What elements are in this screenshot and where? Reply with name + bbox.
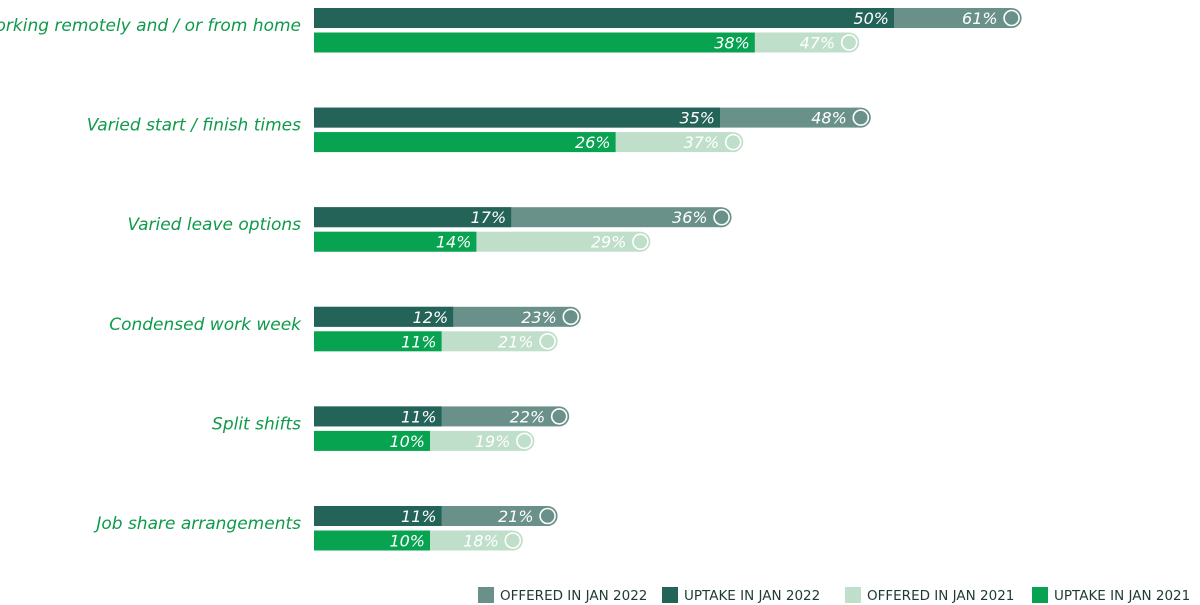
value-label-uptake-2021-working-remotely-and-or-from-home: 38% <box>714 34 750 53</box>
value-label-uptake-2021-split-shifts: 10% <box>389 432 425 451</box>
value-label-offered-2022-varied-leave-options: 36% <box>672 208 708 227</box>
value-label-offered-2021-job-share-arrangements: 18% <box>463 532 499 551</box>
bar-uptake-2022-varied-start-finish-times <box>314 107 720 128</box>
category-label-job-share-arrangements: Job share arrangements <box>93 514 301 534</box>
category-label-varied-leave-options: Varied leave options <box>128 215 302 235</box>
value-label-offered-2022-condensed-work-week: 23% <box>521 308 557 327</box>
end-marker-2021-varied-start-finish-times <box>724 133 742 151</box>
bar-uptake-2021-condensed-work-week <box>314 331 442 352</box>
bar-uptake-2021-varied-start-finish-times <box>314 132 616 153</box>
legend-label-uptake-in-jan-2021: UPTAKE IN JAN 2021 <box>1054 588 1190 604</box>
value-label-uptake-2021-condensed-work-week: 11% <box>401 332 437 351</box>
category-label-split-shifts: Split shifts <box>212 414 301 434</box>
value-label-offered-2021-condensed-work-week: 21% <box>498 332 534 351</box>
end-marker-2021-condensed-work-week <box>539 332 556 350</box>
value-label-uptake-2021-job-share-arrangements: 10% <box>389 532 425 551</box>
bar-uptake-2021-job-share-arrangements <box>314 530 430 551</box>
legend-label-offered-in-jan-2021: OFFERED IN JAN 2021 <box>867 588 1014 604</box>
legend-label-uptake-in-jan-2022: UPTAKE IN JAN 2022 <box>684 588 820 604</box>
bar-uptake-2022-varied-leave-options <box>314 207 512 228</box>
labels-group: 50% 61% 38% 47% Working remotely and / or fr… <box>0 9 998 551</box>
end-marker-2022-varied-leave-options <box>713 208 730 226</box>
end-marker-2022-split-shifts <box>550 408 568 425</box>
bars-group <box>314 8 1022 551</box>
bar-uptake-2022-condensed-work-week <box>314 306 454 327</box>
value-label-offered-2021-varied-start-finish-times: 37% <box>684 133 720 152</box>
value-label-uptake-2022-varied-start-finish-times: 35% <box>679 109 715 128</box>
value-label-uptake-2022-varied-leave-options: 17% <box>471 208 507 227</box>
end-marker-2021-job-share-arrangements <box>504 532 522 549</box>
legend-swatch-uptake-in-jan-2021 <box>1032 587 1048 603</box>
value-label-offered-2021-working-remotely-and-or-from-home: 47% <box>800 34 836 53</box>
end-marker-2022-varied-start-finish-times <box>852 109 870 126</box>
category-label-varied-start-finish-times: Varied start / finish times <box>87 116 301 136</box>
end-marker-2022-condensed-work-week <box>562 308 580 326</box>
value-label-offered-2022-varied-start-finish-times: 48% <box>811 109 847 128</box>
bar-uptake-2022-working-remotely-and-or-from-home <box>314 8 894 28</box>
bar-uptake-2021-working-remotely-and-or-from-home <box>314 32 755 53</box>
legend-swatch-uptake-in-jan-2022 <box>662 587 678 603</box>
category-label-working-remotely-and-or-from-home: Working remotely and / or from home <box>0 16 301 36</box>
value-label-uptake-2021-varied-start-finish-times: 26% <box>575 133 611 152</box>
bar-uptake-2021-split-shifts <box>314 430 430 451</box>
value-label-uptake-2022-condensed-work-week: 12% <box>413 308 449 327</box>
end-marker-2022-working-remotely-and-or-from-home <box>1003 9 1020 27</box>
value-label-uptake-2022-job-share-arrangements: 11% <box>401 507 437 526</box>
bar-uptake-2022-split-shifts <box>314 406 442 427</box>
end-marker-2021-varied-leave-options <box>632 233 649 250</box>
value-label-offered-2022-job-share-arrangements: 21% <box>498 507 534 526</box>
value-label-offered-2022-split-shifts: 22% <box>510 407 546 426</box>
value-label-uptake-2022-working-remotely-and-or-from-home: 50% <box>853 9 889 28</box>
value-label-uptake-2022-split-shifts: 11% <box>401 407 437 426</box>
legend: OFFERED IN JAN 2022 UPTAKE IN JAN 2022 OFF… <box>478 587 1190 604</box>
value-label-offered-2021-split-shifts: 19% <box>475 432 511 451</box>
legend-label-offered-in-jan-2022: OFFERED IN JAN 2022 <box>500 588 647 604</box>
bar-uptake-2022-job-share-arrangements <box>314 506 442 526</box>
legend-swatch-offered-in-jan-2022 <box>478 587 494 603</box>
end-marker-2021-split-shifts <box>516 432 533 450</box>
legend-swatch-offered-in-jan-2021 <box>845 587 861 603</box>
bar-uptake-2021-varied-leave-options <box>314 231 477 252</box>
category-label-condensed-work-week: Condensed work week <box>109 315 302 335</box>
value-label-offered-2022-working-remotely-and-or-from-home: 61% <box>962 9 998 28</box>
value-label-uptake-2021-varied-leave-options: 14% <box>436 233 472 252</box>
value-label-offered-2021-varied-leave-options: 29% <box>591 233 627 252</box>
end-marker-2022-job-share-arrangements <box>539 507 556 525</box>
end-marker-2021-working-remotely-and-or-from-home <box>840 34 858 51</box>
